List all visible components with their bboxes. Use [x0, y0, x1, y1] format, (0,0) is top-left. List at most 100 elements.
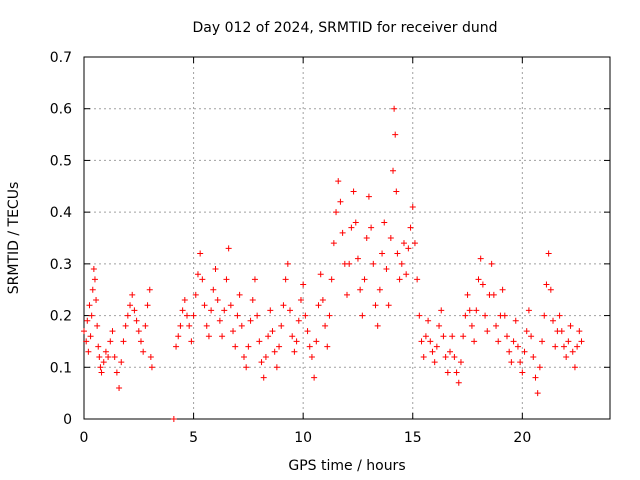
data-point	[539, 338, 546, 345]
data-point	[293, 338, 300, 345]
data-point	[333, 209, 340, 216]
data-point	[95, 343, 102, 350]
data-point	[330, 240, 337, 247]
data-point	[315, 302, 322, 309]
data-point	[84, 317, 91, 324]
data-point	[381, 219, 388, 226]
data-point	[221, 307, 228, 314]
data-point	[578, 338, 585, 345]
data-point	[368, 224, 375, 231]
data-point	[304, 328, 311, 335]
data-point	[352, 219, 359, 226]
data-point	[107, 338, 114, 345]
data-point	[311, 374, 318, 381]
data-point	[94, 322, 101, 329]
data-point	[488, 260, 495, 267]
data-point	[550, 317, 557, 324]
data-point	[422, 333, 429, 340]
data-point	[512, 317, 519, 324]
plot-frame	[83, 56, 611, 420]
data-point	[98, 369, 105, 376]
data-point	[247, 317, 254, 324]
y-tick-labels: 0 0.1 0.2 0.3 0.4 0.5 0.6 0.7	[50, 50, 72, 428]
data-point	[543, 281, 550, 288]
data-point	[385, 302, 392, 309]
x-tick-label: 0	[80, 430, 89, 446]
data-point	[83, 338, 90, 345]
data-point	[569, 348, 576, 355]
data-point	[147, 353, 154, 360]
data-point	[420, 353, 427, 360]
chart-title: Day 012 of 2024, SRMTID for receiver dun…	[193, 20, 498, 36]
data-point	[179, 307, 186, 314]
data-point	[81, 328, 87, 335]
data-point	[473, 307, 480, 314]
data-point	[530, 353, 537, 360]
x-tick-labels: 0 5 10 15 20	[80, 430, 532, 446]
data-point	[403, 271, 410, 278]
data-point	[328, 276, 335, 283]
data-point	[85, 348, 92, 355]
x-tick-label: 10	[294, 430, 312, 446]
data-point	[135, 328, 142, 335]
data-point	[346, 260, 353, 267]
data-point	[260, 374, 267, 381]
data-point	[379, 250, 386, 257]
data-point	[129, 291, 136, 298]
data-point	[541, 312, 548, 319]
data-point	[440, 333, 447, 340]
data-point	[414, 276, 421, 283]
data-point	[363, 235, 370, 241]
data-point	[194, 271, 201, 278]
data-point	[451, 353, 458, 360]
data-point	[574, 343, 581, 350]
data-point	[468, 322, 475, 329]
y-tick-label: 0	[63, 412, 72, 428]
data-point	[350, 188, 357, 195]
data-point	[425, 317, 432, 324]
data-point	[411, 240, 418, 247]
data-point	[376, 286, 383, 293]
data-point	[482, 312, 489, 319]
data-point	[455, 379, 462, 386]
data-point	[181, 297, 188, 304]
data-point	[558, 328, 565, 335]
data-point	[449, 333, 456, 340]
data-point	[225, 245, 232, 252]
data-point	[177, 322, 184, 329]
data-point	[227, 302, 234, 309]
data-point	[258, 359, 265, 366]
data-point	[297, 297, 304, 304]
data-point	[490, 291, 497, 298]
data-point	[339, 229, 346, 236]
data-point	[501, 312, 508, 319]
data-point	[576, 328, 583, 335]
data-point	[199, 276, 206, 283]
data-point	[223, 276, 230, 283]
data-point	[88, 312, 95, 319]
data-point	[97, 364, 104, 371]
data-point	[313, 338, 320, 345]
data-point	[203, 322, 210, 329]
data-point	[536, 364, 543, 371]
data-point	[344, 291, 350, 298]
data-point	[444, 369, 451, 376]
data-point	[335, 178, 342, 185]
data-point	[201, 302, 208, 309]
data-point	[90, 266, 97, 273]
data-point	[519, 369, 526, 376]
data-point	[86, 302, 93, 309]
data-point	[249, 297, 256, 304]
data-point	[89, 286, 96, 293]
data-point	[545, 250, 552, 257]
data-point	[251, 276, 258, 283]
data-point	[256, 338, 263, 345]
data-point	[210, 286, 217, 293]
data-point	[365, 193, 372, 200]
data-point	[146, 286, 153, 293]
data-point	[245, 343, 252, 350]
data-point	[400, 240, 407, 247]
data-point	[105, 353, 112, 360]
data-point	[122, 322, 129, 329]
data-point	[457, 359, 464, 366]
